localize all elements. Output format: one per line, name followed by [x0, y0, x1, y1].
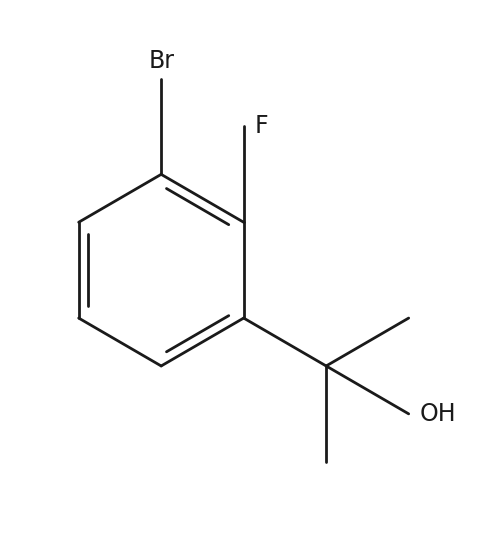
Text: Br: Br: [148, 49, 174, 73]
Text: F: F: [254, 114, 268, 139]
Text: OH: OH: [419, 402, 456, 426]
